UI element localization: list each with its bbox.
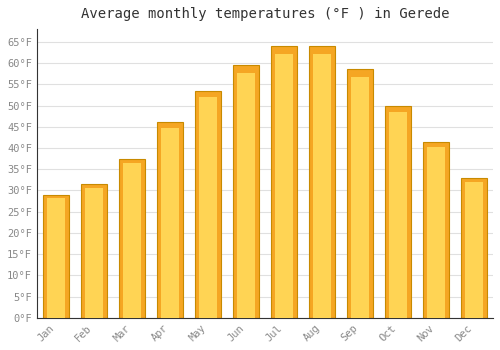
Bar bbox=[194, 91, 221, 318]
Bar bbox=[123, 163, 141, 318]
Title: Average monthly temperatures (°F ) in Gerede: Average monthly temperatures (°F ) in Ge… bbox=[80, 7, 449, 21]
Bar bbox=[156, 122, 183, 318]
Bar bbox=[118, 159, 145, 318]
Bar bbox=[346, 69, 374, 318]
Bar bbox=[42, 195, 69, 318]
Bar bbox=[460, 178, 487, 318]
Bar bbox=[427, 147, 445, 318]
Bar bbox=[270, 46, 297, 318]
Bar bbox=[237, 73, 255, 318]
Bar bbox=[232, 65, 259, 318]
Bar bbox=[422, 142, 450, 318]
Bar bbox=[161, 128, 179, 318]
Bar bbox=[313, 54, 331, 318]
Bar bbox=[351, 77, 369, 318]
Bar bbox=[47, 198, 65, 318]
Bar bbox=[199, 97, 217, 318]
Bar bbox=[389, 112, 407, 318]
Bar bbox=[85, 188, 103, 318]
Bar bbox=[384, 105, 411, 318]
Bar bbox=[308, 46, 336, 318]
Bar bbox=[275, 54, 293, 318]
Bar bbox=[80, 184, 107, 318]
Bar bbox=[465, 182, 483, 318]
